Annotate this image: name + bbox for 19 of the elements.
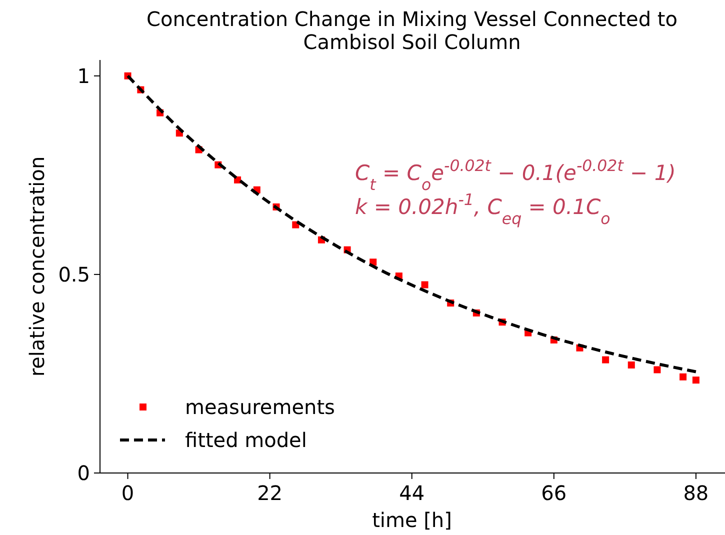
point <box>602 356 610 364</box>
y-tick-label: 0.5 <box>58 262 90 286</box>
point <box>421 281 428 288</box>
point <box>654 366 661 374</box>
x-tick-label: 88 <box>683 481 709 505</box>
x-tick-label: 0 <box>121 481 134 505</box>
chart-title: Concentration Change in Mixing Vessel Connected to Cambisol Soil Column <box>146 7 678 54</box>
legend-label: measurements <box>185 395 335 419</box>
x-tick-label: 22 <box>257 481 283 505</box>
y-tick-label: 0 <box>77 461 90 485</box>
point <box>692 376 700 384</box>
point <box>628 361 635 368</box>
point <box>680 373 687 380</box>
y-tick-label: 1 <box>77 64 90 88</box>
y-axis-title: relative concentration <box>25 156 49 377</box>
x-axis-title: time [h] <box>372 508 452 532</box>
legend-label: fitted model <box>185 428 307 452</box>
x-tick-label: 44 <box>399 481 425 505</box>
x-tick-label: 66 <box>541 481 567 505</box>
